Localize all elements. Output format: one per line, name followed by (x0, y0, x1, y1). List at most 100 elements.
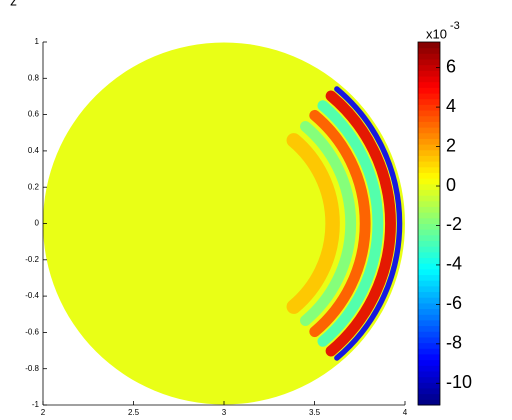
colorbar-swatch (418, 263, 440, 270)
ring (286, 133, 340, 314)
colorbar-swatch (418, 59, 440, 66)
colorbar-swatch (418, 87, 440, 94)
colorbar-tick-label: 6 (446, 56, 456, 76)
colorbar-tick-label: -8 (446, 333, 462, 353)
multiplier-exponent: -3 (450, 20, 460, 32)
y-tick-label: -0.4 (25, 291, 39, 300)
colorbar-swatch (418, 70, 440, 77)
colorbar-swatch (418, 336, 440, 344)
y-tick-label: -0.2 (25, 255, 39, 264)
colorbar-swatch (418, 302, 440, 310)
colorbar-swatch (418, 212, 440, 219)
colorbar-swatch (418, 353, 440, 361)
ring (325, 90, 396, 357)
x-tick-label: 3.5 (309, 408, 321, 415)
y-tick-label: 1 (35, 37, 40, 46)
colorbar-swatch (418, 183, 440, 190)
colorbar-swatch (418, 223, 440, 230)
colorbar-swatch (418, 331, 440, 338)
colorbar-swatch (418, 76, 440, 83)
colorbar-swatch (418, 291, 440, 298)
colorbar-swatch (418, 42, 440, 49)
colorbar-tick-label: -4 (446, 254, 462, 274)
colorbar-swatch (418, 98, 440, 105)
y-tick-label: -1 (32, 400, 40, 409)
colorbar-swatch (418, 251, 440, 259)
y-tick-label: 0.6 (28, 110, 40, 119)
colorbar-swatch (418, 110, 440, 117)
x-tick-label: 3 (222, 408, 227, 415)
y-tick-label: 0 (35, 219, 40, 228)
colorbar-swatch (418, 172, 440, 179)
colorbar-swatch (418, 132, 440, 139)
colorbar-swatch (418, 257, 440, 264)
ring (334, 86, 403, 361)
colorbar-swatch (418, 121, 440, 128)
multiplier-base: x10 (426, 26, 447, 41)
colorbar-swatch (418, 234, 440, 242)
z-label: z (10, 0, 17, 9)
colorbar-tick-label: -10 (446, 372, 472, 392)
colorbar-swatch (418, 155, 440, 162)
colorbar-tick-label: 2 (446, 135, 456, 155)
colorbar-swatch (418, 387, 440, 395)
colorbar-swatch (418, 217, 440, 224)
x-tick-label: 2 (41, 408, 46, 415)
colorbar-swatch (418, 376, 440, 383)
ring (309, 109, 371, 338)
colorbar-swatch (418, 64, 440, 71)
colorbar-swatch (418, 47, 440, 54)
colorbar-swatch (418, 246, 440, 253)
colorbar-swatch (418, 149, 440, 156)
colorbar-swatch (418, 138, 440, 145)
colorbar-swatch (418, 200, 440, 207)
colorbar-swatch (418, 325, 440, 332)
colorbar-swatch (418, 189, 440, 196)
x-tick-label: 2.5 (128, 408, 140, 415)
colorbar-swatch (418, 93, 440, 100)
colorbar-swatch (418, 229, 440, 236)
colorbar-swatch (418, 161, 440, 168)
y-tick-label: -0.8 (25, 364, 39, 373)
colorbar-swatch (418, 240, 440, 247)
colorbar-swatch (418, 144, 440, 151)
y-tick-label: -0.6 (25, 328, 39, 337)
y-tick-label: 0.2 (28, 182, 40, 191)
colorbar-tick-label: -6 (446, 293, 462, 313)
colorbar-swatch (418, 280, 440, 287)
colorbar-swatch (418, 115, 440, 122)
colorbar-swatch (418, 399, 440, 406)
colorbar-swatch (418, 370, 440, 378)
y-tick-label: 0.4 (28, 146, 40, 155)
colorbar-swatch (418, 359, 440, 366)
colorbar-swatch (418, 53, 440, 60)
ring (317, 100, 384, 347)
x-tick-label: 4 (403, 408, 408, 415)
colorbar-tick-label: 4 (446, 96, 456, 116)
colorbar-swatch (418, 308, 440, 315)
colorbar-swatch (418, 274, 440, 281)
ring (300, 121, 357, 326)
colorbar-swatch (418, 166, 440, 173)
colorbar-swatch (418, 104, 440, 111)
colorbar-swatch (418, 195, 440, 202)
colorbar-tick-label: -2 (446, 214, 462, 234)
colorbar-swatch (418, 285, 440, 293)
colorbar-swatch (418, 348, 440, 355)
colorbar-swatch (418, 365, 440, 372)
y-tick-label: 0.8 (28, 73, 40, 82)
colorbar-swatch (418, 382, 440, 389)
colorbar-swatch (418, 393, 440, 400)
colorbar-swatch (418, 268, 440, 276)
colorbar-tick-label: 0 (446, 175, 456, 195)
colorbar-swatch (418, 206, 440, 213)
colorbar-swatch (418, 127, 440, 134)
colorbar-swatch (418, 319, 440, 327)
colorbar-swatch (418, 314, 440, 321)
colorbar-swatch (418, 178, 440, 185)
colorbar-swatch (418, 342, 440, 349)
colorbar-swatch (418, 81, 440, 88)
colorbar-frame (417, 41, 441, 406)
colorbar-swatch (418, 297, 440, 304)
